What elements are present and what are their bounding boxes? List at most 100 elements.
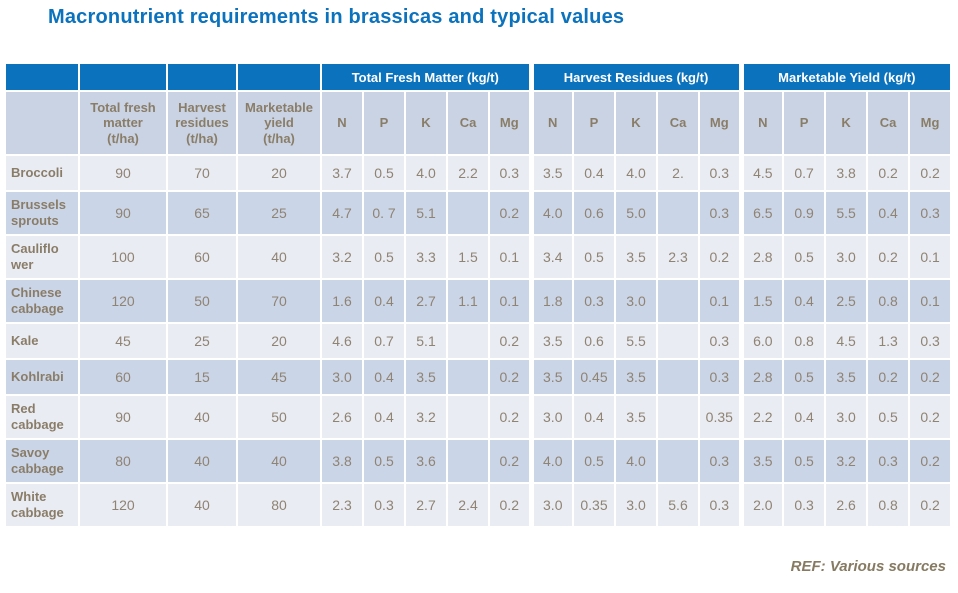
value-cell: 1.6 (320, 278, 364, 324)
value-cell: 65 (166, 190, 238, 236)
value-cell: 3.4 (528, 234, 574, 280)
value-cell: 5.0 (614, 190, 658, 236)
value-cell: 3.7 (320, 154, 364, 192)
column-header-harvest-residues-tha: Harvest residues (t/ha) (166, 90, 238, 156)
value-cell: 40 (236, 438, 322, 484)
value-cell: 70 (166, 154, 238, 192)
value-cell: 60 (78, 358, 168, 396)
value-cell: 0.2 (908, 394, 953, 440)
value-cell: 0.2 (697, 234, 743, 280)
value-cell: 6.0 (738, 322, 785, 360)
table-row: Chinese cabbage 120 50 70 1.6 0.4 2.7 1.1 0.1 1.8… (4, 278, 953, 324)
value-cell: 0.35 (572, 482, 616, 528)
value-cell: 0.2 (908, 358, 953, 396)
value-cell: 0.4 (362, 394, 406, 440)
table-row: Red cabbage 90 40 50 2.6 0.4 3.2 0.2 3.0 0.4 3.5 0.… (4, 394, 953, 440)
value-cell: 80 (236, 482, 322, 528)
value-cell: 0.3 (697, 482, 743, 528)
value-cell: 0.4 (782, 278, 827, 324)
value-cell: 3.2 (404, 394, 448, 440)
value-cell: 120 (78, 278, 168, 324)
value-cell (656, 438, 700, 484)
value-cell (446, 358, 490, 396)
value-cell: 0.2 (908, 438, 953, 484)
value-cell: 40 (166, 482, 238, 528)
value-cell: 0.3 (866, 438, 911, 484)
value-cell: 2.0 (738, 482, 785, 528)
column-header-nutrient: P (572, 90, 616, 156)
value-cell: 0.6 (572, 322, 616, 360)
value-cell: 3.5 (528, 154, 574, 192)
value-cell: 40 (236, 234, 322, 280)
value-cell: 0.1 (488, 278, 532, 324)
value-cell: 2.4 (446, 482, 490, 528)
value-cell: 5.1 (404, 322, 448, 360)
value-cell: 3.0 (614, 482, 658, 528)
value-cell: 0.7 (782, 154, 827, 192)
value-cell: 120 (78, 482, 168, 528)
value-cell: 0.8 (866, 278, 911, 324)
value-cell: 0.4 (362, 278, 406, 324)
value-cell: 0.2 (488, 394, 532, 440)
value-cell (656, 358, 700, 396)
value-cell: 0.3 (697, 190, 743, 236)
value-cell: 0.3 (362, 482, 406, 528)
column-header-nutrient: N (320, 90, 364, 156)
column-header-nutrient: K (404, 90, 448, 156)
value-cell: 6.5 (738, 190, 785, 236)
column-header-nutrient: Mg (908, 90, 953, 156)
value-cell: 0.5 (362, 154, 406, 192)
value-cell: 0.5 (362, 234, 406, 280)
value-cell: 15 (166, 358, 238, 396)
empty-header-cell (236, 62, 322, 92)
value-cell: 0.4 (362, 358, 406, 396)
value-cell: 2.3 (320, 482, 364, 528)
value-cell: 0.2 (488, 358, 532, 396)
column-header-total-fresh-matter-tha: Total fresh matter (t/ha) (78, 90, 168, 156)
value-cell: 2.5 (824, 278, 869, 324)
value-cell: 3.2 (320, 234, 364, 280)
value-cell: 90 (78, 154, 168, 192)
value-cell: 1.3 (866, 322, 911, 360)
value-cell: 1.5 (446, 234, 490, 280)
column-header-nutrient: K (824, 90, 869, 156)
value-cell: 0.2 (488, 482, 532, 528)
value-cell (656, 322, 700, 360)
value-cell: 3.5 (738, 438, 785, 484)
value-cell: 3.0 (614, 278, 658, 324)
value-cell: 0.3 (908, 190, 953, 236)
column-header-nutrient: Ca (866, 90, 911, 156)
value-cell: 3.3 (404, 234, 448, 280)
table-row: Broccoli 90 70 20 3.7 0.5 4.0 2.2 0.3 3.5 0.4 4.0 2.… (4, 154, 953, 192)
group-header-marketable-yield: Marketable Yield (kg/t) (738, 62, 953, 92)
column-header-nutrient: Ca (656, 90, 700, 156)
value-cell: 60 (166, 234, 238, 280)
value-cell: 0.3 (572, 278, 616, 324)
value-cell: 0.8 (782, 322, 827, 360)
value-cell: 0.8 (866, 482, 911, 528)
value-cell: 5.1 (404, 190, 448, 236)
value-cell: 0.3 (908, 322, 953, 360)
value-cell: 4.0 (528, 190, 574, 236)
value-cell (446, 322, 490, 360)
column-header-nutrient: P (782, 90, 827, 156)
value-cell: 5.6 (656, 482, 700, 528)
group-header-harvest-residues: Harvest Residues (kg/t) (528, 62, 743, 92)
value-cell: 2.7 (404, 278, 448, 324)
value-cell: 50 (236, 394, 322, 440)
reference-note: REF: Various sources (790, 558, 946, 575)
row-label: White cabbage (4, 482, 80, 528)
value-cell: 0.3 (697, 358, 743, 396)
value-cell (446, 438, 490, 484)
table-row: Cauliflo wer 100 60 40 3.2 0.5 3.3 1.5 0.1 3.4 0.5… (4, 234, 953, 280)
value-cell: 40 (166, 394, 238, 440)
value-cell: 0.4 (572, 394, 616, 440)
value-cell: 3.0 (528, 394, 574, 440)
value-cell: 0.5 (782, 438, 827, 484)
value-cell: 0.3 (488, 154, 532, 192)
value-cell: 3.5 (528, 322, 574, 360)
value-cell: 4.5 (824, 322, 869, 360)
value-cell: 0.7 (362, 322, 406, 360)
value-cell (656, 394, 700, 440)
value-cell: 0.2 (866, 154, 911, 192)
